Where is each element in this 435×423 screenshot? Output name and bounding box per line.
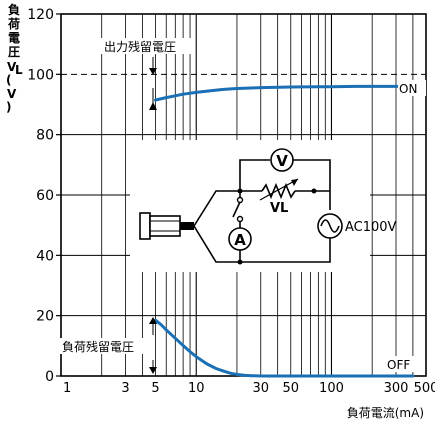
y-tick-label: 100: [27, 67, 54, 83]
y-axis-label-char: 圧: [8, 45, 20, 59]
y-axis-label-char: 電: [8, 31, 20, 45]
y-axis-label: 負 荷 電 圧 V L ( V ): [6, 2, 23, 114]
annotation-load-residual: 負荷残留電圧: [62, 340, 134, 354]
voltmeter-label: V: [276, 152, 288, 170]
y-axis-label-char: ): [6, 100, 11, 114]
y-axis-label-char: 荷: [7, 16, 20, 31]
y-axis-label-char: 負: [8, 2, 20, 17]
y-tick-label: 40: [36, 248, 54, 264]
switch-blade: [232, 201, 241, 218]
annotation-bg: [58, 338, 148, 354]
y-axis-label-char: V: [7, 87, 17, 101]
annotation-arrowhead: [149, 102, 157, 110]
series-on-label: ON: [399, 82, 417, 96]
switch-contact: [236, 196, 244, 204]
circuit-wire: [240, 238, 331, 263]
y-tick-label: 80: [36, 128, 54, 144]
x-tick-label: 10: [188, 381, 205, 396]
x-tick-label: 3: [121, 381, 129, 396]
x-tick-label: 5: [151, 381, 159, 396]
annotation-arrowhead: [149, 68, 157, 75]
annotation-arrowhead: [149, 367, 157, 374]
y-axis-label-char: V: [7, 60, 17, 74]
variable-arrow: [259, 178, 299, 201]
on-label-bg: [398, 80, 426, 96]
x-tick-label: 30: [252, 381, 269, 396]
series-off-line: [154, 318, 415, 378]
x-tick-label: 100: [319, 381, 344, 396]
off-label-bg: [384, 356, 420, 372]
load-label: VL: [270, 201, 288, 216]
y-tick-label: 120: [27, 7, 54, 23]
series-off-label: OFF: [387, 358, 410, 372]
circuit-node: [237, 188, 243, 194]
switch-contact: [236, 215, 244, 223]
annotation-arrowhead: [149, 317, 157, 324]
y-axis-label-char: (: [6, 73, 11, 87]
variable-arrowhead: [291, 179, 298, 186]
circuit-node: [311, 188, 317, 194]
y-axis-label-subscript: L: [15, 63, 23, 77]
y-tick-label: 60: [36, 188, 54, 204]
ammeter-label: A: [234, 231, 246, 249]
x-tick-label: 500: [414, 381, 435, 396]
circuit-wire: [293, 159, 331, 210]
series-on-line: [154, 84, 415, 102]
x-tick-label: 1: [63, 381, 71, 396]
sine-wave-icon: [320, 219, 340, 233]
x-tick-label: 300: [384, 381, 409, 396]
proximity-sensor-icon: [139, 212, 194, 240]
y-tick-label: 20: [36, 309, 54, 325]
annotation-bg: [100, 38, 192, 54]
circuit-wire: [193, 190, 240, 227]
load-resistor-icon: [261, 182, 296, 200]
x-axis-ticks: 1 3 5 10 30 50 100 300 500: [63, 381, 435, 396]
circuit-wire: [239, 159, 270, 191]
y-axis-ticks: 0 20 40 60 80 100 120: [27, 7, 61, 385]
y-tick-label: 0: [45, 369, 54, 385]
test-circuit-diagram: A V VL AC100V: [130, 140, 397, 272]
x-tick-label: 50: [282, 381, 299, 396]
annotation-output-residual: 出力残留電圧: [104, 40, 176, 54]
circuit-wire: [193, 225, 240, 263]
ac-source-label: AC100V: [345, 220, 397, 235]
x-axis-label: 負荷電流(mA): [347, 406, 424, 420]
